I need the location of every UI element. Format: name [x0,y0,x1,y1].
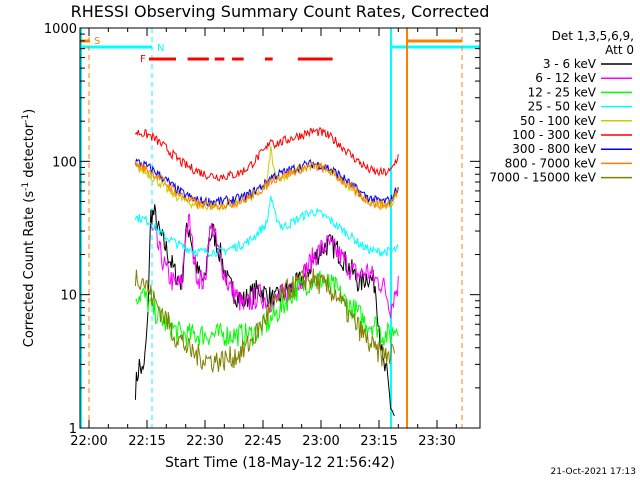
y-axis-label: Corrected Count Rate (s-1 detector-1) [21,109,37,347]
night-label: N [157,43,164,54]
legend-entry-label: 12 - 25 keV [528,85,597,99]
y-tick-label: 10 [60,289,77,304]
y-axis-label-sup1: -1 [21,182,31,191]
date-stamp: 21-Oct-2021 17:13 [551,467,636,477]
x-tick-label: 22:00 [70,434,107,449]
x-tick-label: 23:15 [360,434,397,449]
legend-entry-label: 25 - 50 keV [528,100,597,114]
legend-entry-label: 6 - 12 keV [535,71,597,85]
y-axis-ticks: 1 10 100 1000 [44,22,480,437]
y-axis-label-end: ) [22,109,37,114]
y-tick-label: 1000 [44,22,77,37]
y-axis-label-mid: detector [22,122,37,182]
series-line [134,126,399,182]
y-axis-label-main: Corrected Count Rate (s [22,191,37,348]
x-tick-label: 23:30 [418,434,455,449]
chart-title: RHESSI Observing Summary Count Rates, Co… [71,2,490,21]
x-tick-label: 22:15 [128,434,165,449]
x-axis-label: Start Time (18-May-12 21:56:42) [165,455,395,471]
saa-label: S [94,36,100,47]
x-tick-label: 22:45 [244,434,281,449]
series-line [150,213,399,319]
series-line [135,145,399,212]
series-line [134,158,399,207]
legend-header-1: Det 1,3,5,6,9, [552,29,634,43]
y-tick-label: 100 [52,155,77,170]
x-axis-ticks: 22:00 22:15 22:30 22:45 23:00 23:15 23:30 [70,28,457,449]
legend-entry-label: 100 - 300 keV [512,128,596,142]
series-layer [134,126,399,417]
x-tick-label: 22:30 [186,434,223,449]
plot-area: 22:00 22:15 22:30 22:45 23:00 23:15 23:30 1101… [44,22,481,449]
y-axis-label-sup2: -1 [21,114,31,123]
legend-entry-label: 50 - 100 keV [520,114,597,128]
series-line [134,268,395,374]
legend-entry-label: 3 - 6 keV [543,57,597,71]
legend-entry-label: 7000 - 15000 keV [489,171,596,185]
y-tick-label: 1 [69,422,77,437]
legend-header-2: Att 0 [605,43,634,57]
plot-frame [79,27,481,429]
legend-entry-label: 800 - 7000 keV [505,156,597,170]
flare-label: F [140,54,146,65]
series-line [134,195,399,258]
series-line [134,160,399,211]
x-tick-label: 23:00 [302,434,339,449]
legend-entry-label: 300 - 800 keV [512,142,596,156]
